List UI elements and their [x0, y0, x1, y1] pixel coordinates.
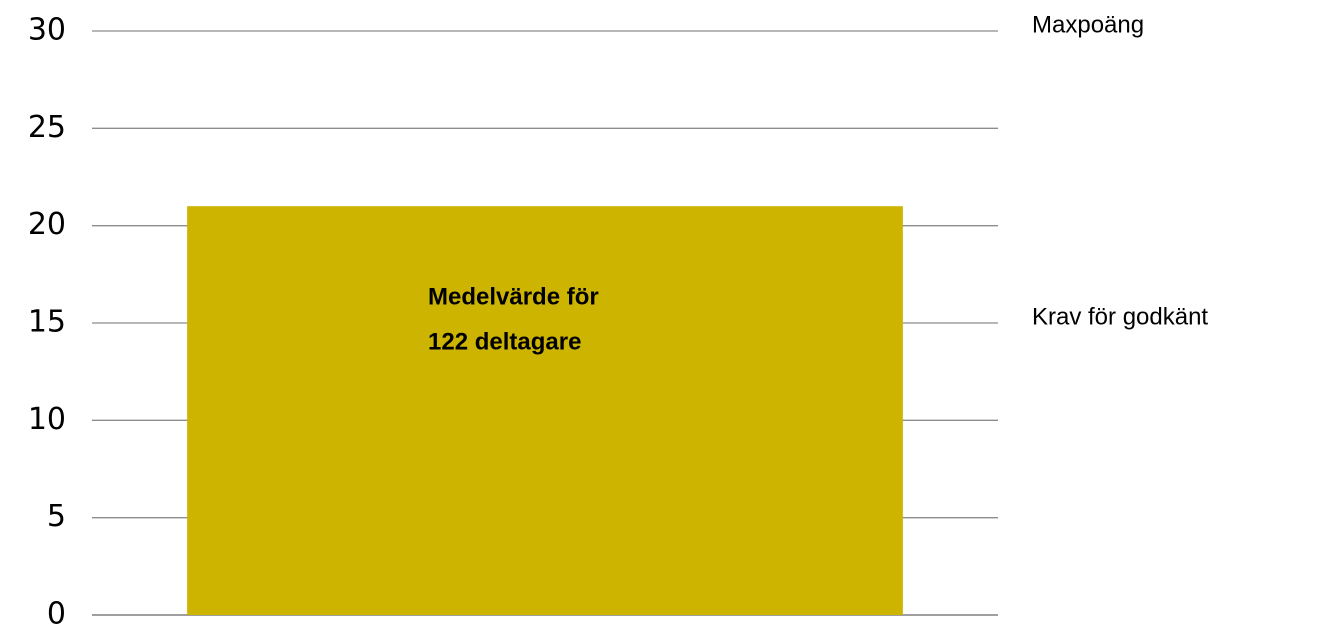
bar: [187, 206, 903, 615]
y-tick-label: 10: [28, 402, 66, 437]
y-tick-label: 15: [28, 305, 66, 340]
y-tick-label: 25: [28, 110, 66, 145]
y-tick-label: 30: [28, 13, 66, 48]
annotation: Maxpoäng: [1032, 11, 1144, 38]
y-tick-label: 5: [47, 499, 66, 534]
bar-text: 122 deltagare: [428, 328, 581, 355]
bar-text: Medelvärde för: [428, 283, 599, 310]
annotation: Krav för godkänt: [1032, 303, 1208, 330]
y-tick-label: 0: [47, 597, 66, 632]
y-tick-label: 20: [28, 207, 66, 242]
